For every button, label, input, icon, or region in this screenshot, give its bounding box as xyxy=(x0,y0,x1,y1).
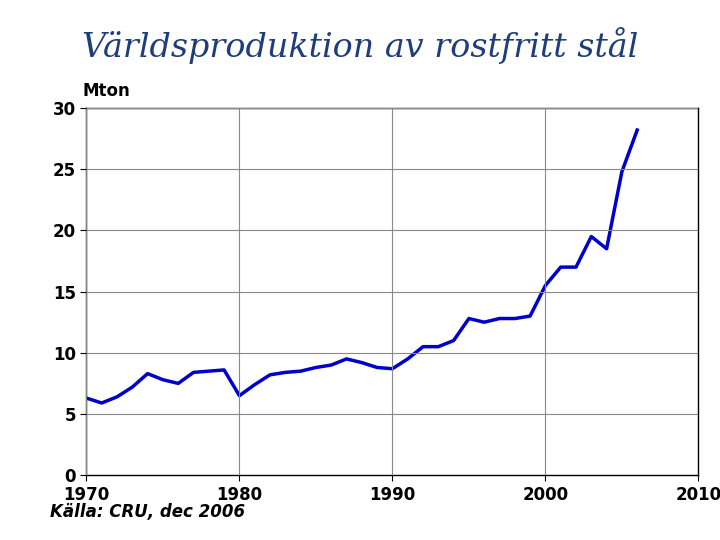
Text: Mton: Mton xyxy=(83,82,130,100)
Text: Källa: CRU, dec 2006: Källa: CRU, dec 2006 xyxy=(50,503,246,521)
Text: Världsproduktion av rostfritt stål: Världsproduktion av rostfritt stål xyxy=(82,27,638,64)
